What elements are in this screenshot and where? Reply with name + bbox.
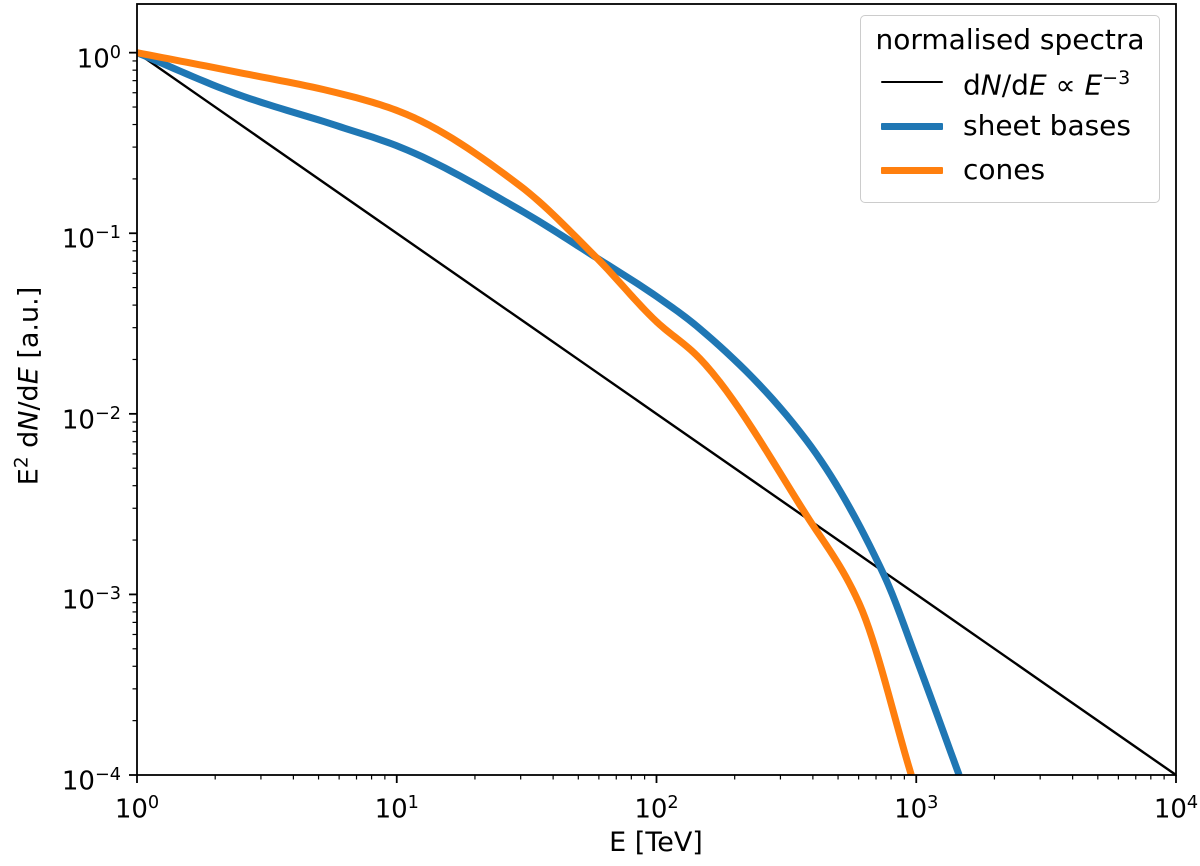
curve-sheet-bases (137, 49, 963, 775)
curve-power-law (137, 51, 1176, 775)
legend-title: normalised spectra (875, 23, 1145, 56)
legend-line-power-law (881, 80, 943, 84)
y-tick-label: 100 (76, 42, 121, 75)
y-tick-label: 10−4 (61, 765, 121, 797)
x-tick-label: 104 (1153, 793, 1199, 825)
legend-entry-sheet-bases: sheet bases (875, 104, 1145, 148)
y-axis-label: E2 dN/dE [a.u.] (11, 286, 45, 486)
legend-label-sheet-bases: sheet bases (963, 109, 1131, 142)
curves (137, 49, 1176, 775)
x-tick-label: 101 (374, 793, 419, 825)
legend-entry-cones: cones (875, 148, 1145, 192)
x-tick-label: 103 (894, 793, 939, 825)
x-tick-label: 102 (634, 793, 679, 825)
curve-cones (137, 49, 915, 775)
y-tick-label: 10−2 (61, 403, 121, 436)
x-tick-label: 100 (114, 793, 160, 825)
axes-frame (136, 3, 1177, 776)
x-axis-label: E [TeV] (609, 827, 703, 858)
legend-line-cones (881, 166, 943, 174)
legend-line-sheet-bases (881, 122, 943, 130)
legend-label-power-law: dN/dE ∝ E−3 (963, 67, 1131, 102)
legend-label-cones: cones (963, 153, 1046, 186)
legend-entry-power-law: dN/dE ∝ E−3 (875, 60, 1145, 104)
y-tick-label: 10−3 (61, 584, 121, 617)
y-tick-label: 10−1 (61, 223, 121, 255)
legend: normalised spectra dN/dE ∝ E−3 sheet bas… (860, 15, 1160, 203)
